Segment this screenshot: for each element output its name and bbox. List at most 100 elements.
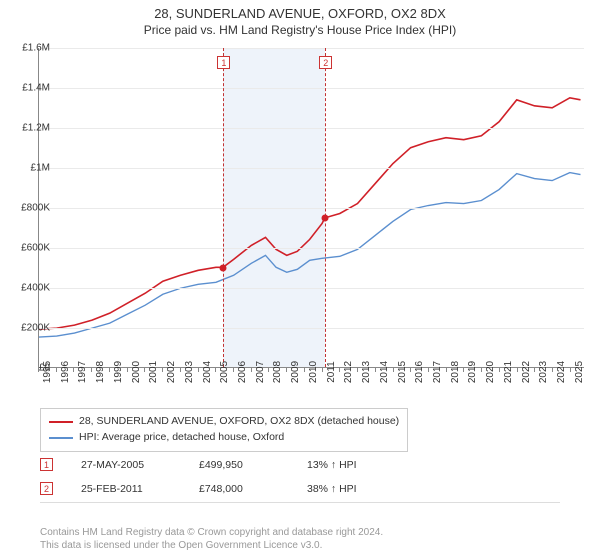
x-tick-label: 2009: [290, 361, 301, 383]
legend-label: 28, SUNDERLAND AVENUE, OXFORD, OX2 8DX (…: [79, 414, 399, 430]
legend-item: 28, SUNDERLAND AVENUE, OXFORD, OX2 8DX (…: [49, 414, 399, 430]
x-tick-mark: [339, 368, 340, 372]
x-tick-label: 2014: [379, 361, 390, 383]
x-tick-label: 2010: [308, 361, 319, 383]
x-tick-label: 2018: [450, 361, 461, 383]
x-tick-label: 1995: [42, 361, 53, 383]
series-marker: [220, 265, 227, 272]
y-tick-label: £200K: [21, 323, 50, 334]
x-tick-mark: [534, 368, 535, 372]
x-tick-label: 2003: [184, 361, 195, 383]
legend-item: HPI: Average price, detached house, Oxfo…: [49, 430, 399, 446]
footer-line: Contains HM Land Registry data © Crown c…: [40, 526, 383, 539]
event-marker-2: 2: [40, 482, 53, 495]
y-tick-label: £1.4M: [22, 83, 50, 94]
x-tick-mark: [375, 368, 376, 372]
event-pct: 13% ↑ HPI: [307, 459, 357, 471]
x-tick-mark: [215, 368, 216, 372]
x-tick-mark: [357, 368, 358, 372]
x-tick-mark: [463, 368, 464, 372]
x-tick-mark: [198, 368, 199, 372]
x-tick-mark: [127, 368, 128, 372]
divider: [40, 502, 560, 503]
y-gridline: [39, 48, 584, 49]
y-tick-label: £400K: [21, 283, 50, 294]
x-tick-mark: [393, 368, 394, 372]
y-tick-label: £1.2M: [22, 123, 50, 134]
event-price: £499,950: [199, 459, 279, 471]
y-gridline: [39, 208, 584, 209]
x-tick-label: 1999: [113, 361, 124, 383]
x-tick-mark: [73, 368, 74, 372]
chart-subtitle: Price paid vs. HM Land Registry's House …: [0, 23, 600, 39]
x-tick-label: 2025: [574, 361, 585, 383]
x-tick-mark: [304, 368, 305, 372]
legend-swatch: [49, 437, 73, 439]
y-gridline: [39, 328, 584, 329]
x-tick-mark: [517, 368, 518, 372]
series-marker: [322, 215, 329, 222]
x-tick-label: 2013: [361, 361, 372, 383]
x-tick-label: 1996: [60, 361, 71, 383]
event-marker-box: 2: [319, 56, 332, 69]
chart-legend: 28, SUNDERLAND AVENUE, OXFORD, OX2 8DX (…: [40, 408, 408, 452]
y-gridline: [39, 88, 584, 89]
x-tick-mark: [410, 368, 411, 372]
x-tick-mark: [286, 368, 287, 372]
footer-line: This data is licensed under the Open Gov…: [40, 539, 383, 552]
x-tick-mark: [570, 368, 571, 372]
x-tick-mark: [233, 368, 234, 372]
x-tick-label: 2012: [343, 361, 354, 383]
x-tick-mark: [162, 368, 163, 372]
footer-attribution: Contains HM Land Registry data © Crown c…: [40, 526, 383, 552]
series-line: [39, 98, 581, 329]
x-tick-label: 2002: [166, 361, 177, 383]
event-row-1: 1 27-MAY-2005 £499,950 13% ↑ HPI: [40, 458, 357, 471]
y-tick-label: £1M: [31, 163, 50, 174]
x-tick-label: 2023: [538, 361, 549, 383]
series-line: [39, 173, 581, 337]
x-tick-label: 2004: [202, 361, 213, 383]
x-tick-label: 2011: [326, 361, 337, 383]
y-gridline: [39, 128, 584, 129]
y-tick-label: £800K: [21, 203, 50, 214]
x-tick-label: 2007: [255, 361, 266, 383]
y-gridline: [39, 248, 584, 249]
x-tick-mark: [499, 368, 500, 372]
x-tick-mark: [91, 368, 92, 372]
x-tick-label: 2021: [503, 361, 514, 383]
x-tick-mark: [109, 368, 110, 372]
x-tick-mark: [268, 368, 269, 372]
legend-swatch: [49, 421, 73, 423]
x-tick-label: 2016: [414, 361, 425, 383]
x-tick-label: 2020: [485, 361, 496, 383]
event-pct: 38% ↑ HPI: [307, 483, 357, 495]
legend-label: HPI: Average price, detached house, Oxfo…: [79, 430, 284, 446]
x-tick-label: 2006: [237, 361, 248, 383]
x-tick-mark: [251, 368, 252, 372]
x-tick-label: 2024: [556, 361, 567, 383]
x-tick-mark: [56, 368, 57, 372]
x-tick-mark: [144, 368, 145, 372]
x-tick-label: 2019: [467, 361, 478, 383]
x-tick-mark: [322, 368, 323, 372]
chart-plot-area: 12: [38, 48, 584, 368]
event-row-2: 2 25-FEB-2011 £748,000 38% ↑ HPI: [40, 482, 357, 495]
x-tick-mark: [552, 368, 553, 372]
x-tick-label: 2001: [148, 361, 159, 383]
x-tick-label: 2008: [272, 361, 283, 383]
x-tick-label: 2015: [397, 361, 408, 383]
event-vline: [223, 48, 224, 367]
y-tick-label: £600K: [21, 243, 50, 254]
x-tick-label: 1998: [95, 361, 106, 383]
event-price: £748,000: [199, 483, 279, 495]
x-tick-mark: [38, 368, 39, 372]
x-tick-label: 2017: [432, 361, 443, 383]
y-gridline: [39, 288, 584, 289]
x-tick-mark: [481, 368, 482, 372]
x-tick-label: 2022: [521, 361, 532, 383]
x-tick-mark: [428, 368, 429, 372]
event-marker-box: 1: [217, 56, 230, 69]
x-tick-label: 1997: [77, 361, 88, 383]
x-tick-mark: [180, 368, 181, 372]
